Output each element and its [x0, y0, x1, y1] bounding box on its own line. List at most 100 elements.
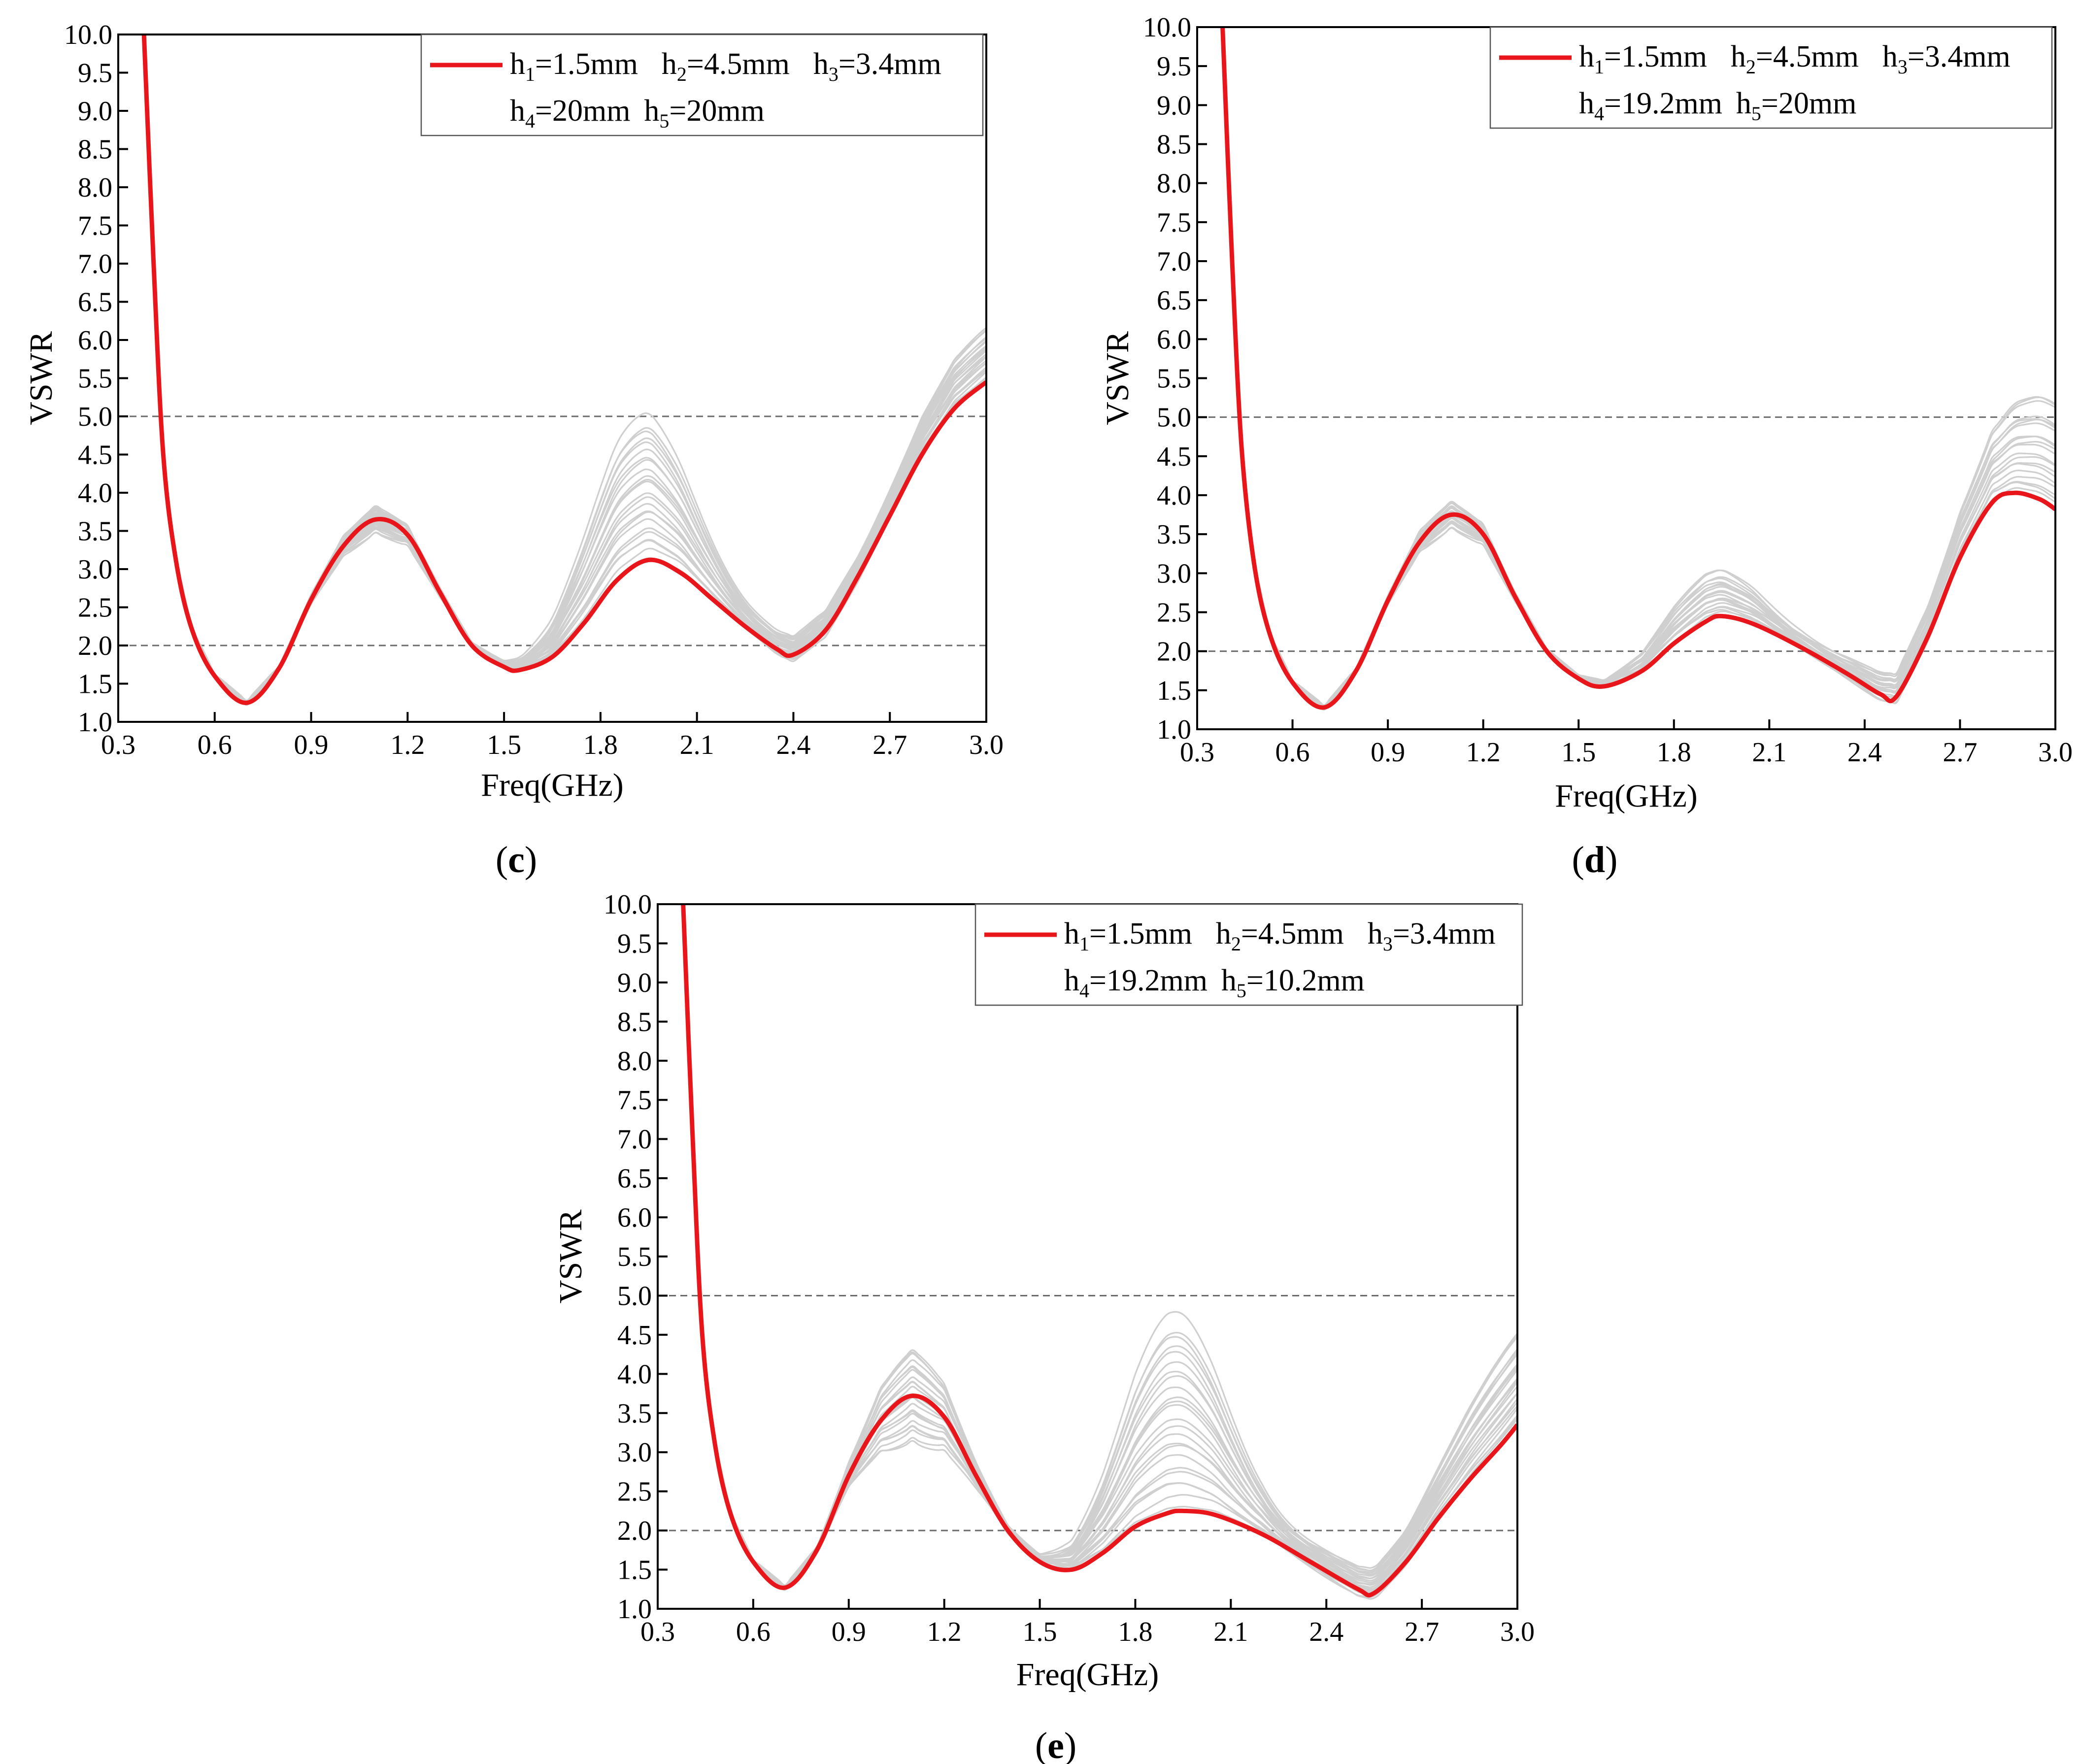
legend-entry: h4=20mm h5=20mm [510, 94, 765, 132]
y-tick-label: 9.0 [617, 968, 652, 998]
y-tick-label: 4.5 [617, 1320, 652, 1351]
legend-box [974, 903, 1523, 1006]
legend-param-value: =20mm [535, 94, 630, 128]
y-tick-label: 8.0 [617, 1046, 652, 1077]
legend-param-value: =3.4mm [1393, 917, 1496, 950]
x-tick-label: 1.5 [487, 730, 521, 760]
y-tick-label: 7.5 [78, 211, 112, 241]
highlight-series-line [681, 904, 1517, 1598]
y-tick-label: 6.0 [617, 1203, 652, 1233]
y-tick-label: 1.5 [78, 669, 112, 700]
legend-param-subscript: 1 [1079, 933, 1089, 955]
y-tick-label: 9.5 [1157, 51, 1191, 82]
panel-label-open: ( [1572, 839, 1584, 881]
legend-param-symbol: h [1064, 964, 1079, 997]
y-tick-label: 10.0 [604, 889, 652, 920]
legend-param-subscript: 5 [1751, 102, 1761, 125]
panel-label: (d) [1572, 839, 1618, 881]
y-tick-label: 9.5 [78, 58, 112, 89]
legend-param-symbol: h [1216, 917, 1231, 950]
y-tick-label: 6.5 [617, 1163, 652, 1194]
y-tick-label: 5.5 [1157, 364, 1191, 394]
panel-label: (e) [1035, 1725, 1076, 1764]
y-tick-label: 3.5 [617, 1398, 652, 1429]
highlight-series-line [141, 34, 986, 705]
x-axis-title: Freq(GHz) [1555, 778, 1698, 814]
y-axis-title: VSWR [23, 331, 59, 425]
y-tick-label: 9.0 [78, 96, 112, 127]
x-tick-label: 2.7 [1943, 737, 1977, 768]
legend-box [1489, 26, 2053, 129]
y-tick-label: 1.5 [1157, 676, 1191, 706]
y-tick-label: 5.5 [617, 1242, 652, 1272]
y-tick-label: 5.0 [78, 402, 112, 432]
variation-curve [1222, 29, 2055, 707]
y-tick-label: 7.5 [617, 1085, 652, 1116]
x-tick-label: 0.3 [1180, 737, 1214, 768]
legend-param-symbol: h [644, 94, 659, 128]
y-tick-label: 6.5 [1157, 285, 1191, 316]
y-tick-label: 2.0 [617, 1516, 652, 1546]
y-tick-label: 5.0 [1157, 403, 1191, 433]
legend-param-subscript: 2 [1231, 933, 1241, 955]
x-tick-label: 1.8 [583, 730, 618, 760]
y-tick-label: 8.0 [78, 172, 112, 203]
y-tick-label: 3.5 [1157, 519, 1191, 550]
legend-param-subscript: 3 [1898, 56, 1908, 78]
y-tick-label: 7.0 [1157, 246, 1191, 277]
x-tick-label: 0.6 [1275, 737, 1310, 768]
legend-param-value: =20mm [669, 94, 764, 128]
x-tick-label: 3.0 [2038, 737, 2073, 768]
y-tick-label: 4.0 [617, 1359, 652, 1390]
panel-label-letter: e [1047, 1725, 1064, 1764]
y-tick-label: 3.0 [78, 554, 112, 585]
x-tick-label: 2.7 [872, 730, 907, 760]
y-tick-label: 2.5 [1157, 598, 1191, 628]
legend-param-symbol: h [662, 47, 677, 81]
panel-label-close: ) [1064, 1725, 1076, 1764]
panel-label-close: ) [1605, 839, 1617, 881]
x-tick-label: 1.2 [390, 730, 425, 760]
legend-param-subscript: 5 [1237, 980, 1246, 1002]
legend-param-symbol: h [1882, 40, 1898, 73]
y-tick-label: 2.0 [78, 631, 112, 661]
y-tick-label: 3.5 [78, 516, 112, 547]
legend-param-symbol: h [813, 47, 829, 81]
y-tick-label: 5.5 [78, 364, 112, 394]
y-tick-label: 8.5 [1157, 130, 1191, 160]
x-tick-label: 1.2 [1466, 737, 1501, 768]
y-tick-label: 4.0 [78, 478, 112, 509]
x-axis-title: Freq(GHz) [481, 767, 624, 803]
y-tick-label: 5.0 [617, 1281, 652, 1311]
legend-param-symbol: h [1579, 40, 1594, 73]
x-tick-label: 1.8 [1657, 737, 1691, 768]
y-tick-label: 6.5 [78, 287, 112, 318]
y-tick-label: 9.0 [1157, 90, 1191, 121]
legend-param-subscript: 1 [1594, 56, 1604, 78]
variation-curve [682, 906, 1517, 1586]
legend-param-subscript: 4 [1079, 980, 1089, 1002]
y-axis-title: VSWR [1100, 331, 1136, 425]
x-tick-label: 3.0 [1500, 1617, 1535, 1647]
y-tick-label: 3.0 [617, 1437, 652, 1468]
legend-param-symbol: h [510, 47, 525, 81]
legend-param-value: =4.5mm [1756, 40, 1859, 73]
y-tick-label: 2.0 [1157, 637, 1191, 667]
x-tick-label: 2.4 [776, 730, 810, 760]
legend-entry: h4=19.2mm h5=10.2mm [1064, 964, 1365, 1002]
x-tick-label: 2.1 [1752, 737, 1786, 768]
x-tick-label: 0.6 [736, 1617, 771, 1647]
legend-param-symbol: h [1731, 40, 1746, 73]
legend-param-subscript: 2 [1746, 56, 1756, 78]
panel-c-chart: 1.0 1.5 2.0 2.5 3.0 3.5 4.0 4.5 5.0 5.5 6.0 6.5 7.0 7… [23, 20, 1004, 881]
x-tick-label: 0.3 [640, 1617, 675, 1647]
legend-param-subscript: 4 [1594, 102, 1604, 125]
x-axis-title: Freq(GHz) [1016, 1657, 1159, 1693]
variation-curve [143, 36, 986, 702]
legend-param-subscript: 1 [525, 63, 535, 85]
y-tick-label: 10.0 [64, 20, 112, 50]
x-tick-label: 0.3 [101, 730, 135, 760]
